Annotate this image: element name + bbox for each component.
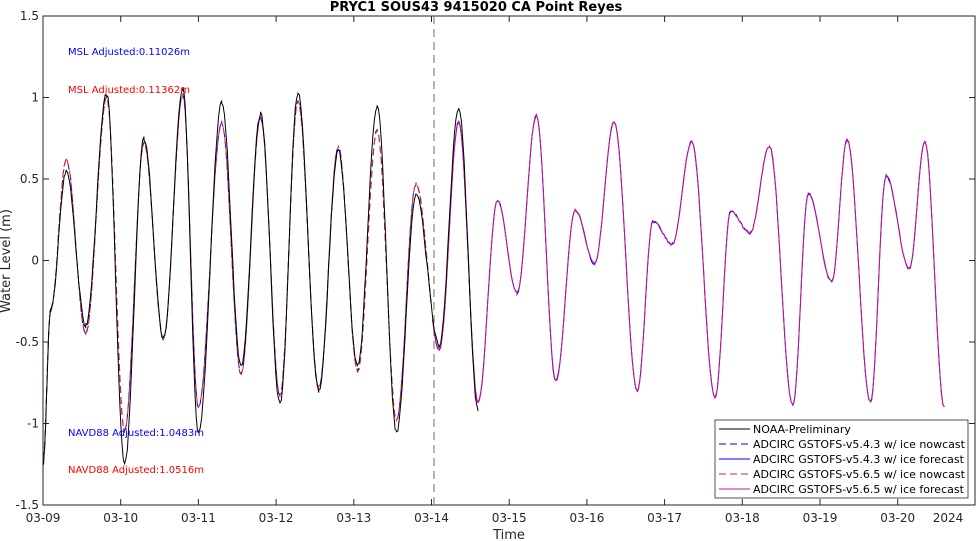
msl-annotation-blue: MSL Adjusted:0.11026m bbox=[68, 47, 190, 58]
x-axis-ticks: 03-09 03-10 03-11 03-12 03-13 03-14 03-15 03-16… bbox=[26, 16, 915, 525]
navd88-annotation-red: NAVD88 Adjusted:1.0516m bbox=[68, 465, 204, 476]
x-tick-label: 03-12 bbox=[259, 511, 294, 525]
x-tick-label: 03-15 bbox=[492, 511, 527, 525]
x-tick-label: 03-16 bbox=[569, 511, 604, 525]
legend-box bbox=[714, 419, 969, 499]
year-label: 2024 bbox=[933, 511, 964, 525]
chart-title: PRYC1 SOUS43 9415020 CA Point Reyes bbox=[330, 0, 623, 15]
series-line-4 bbox=[432, 112, 945, 408]
y-tick-label: -0.5 bbox=[16, 335, 39, 349]
x-tick-label: 03-18 bbox=[725, 511, 760, 525]
y-tick-label: -1.5 bbox=[16, 498, 39, 512]
navd88-annotation-blue: NAVD88 Adjusted:1.0483m bbox=[68, 428, 204, 439]
y-tick-label: 1.5 bbox=[20, 9, 39, 23]
y-tick-label: 0 bbox=[31, 254, 39, 268]
x-tick-label: 03-14 bbox=[414, 511, 449, 525]
x-tick-label: 03-17 bbox=[647, 511, 682, 525]
y-axis-ticks: 1.5 1 0.5 0 -0.5 -1 -1.5 bbox=[16, 9, 975, 512]
legend-label-noaa: NOAA-Preliminary bbox=[753, 423, 851, 436]
y-tick-label: -1 bbox=[27, 417, 39, 431]
legend-label-v565-nowcast: ADCIRC GSTOFS-v5.6.5 w/ ice nowcast bbox=[753, 468, 966, 481]
x-tick-label: 03-20 bbox=[880, 511, 915, 525]
series-line-0 bbox=[42, 86, 479, 466]
y-tick-label: 0.5 bbox=[20, 172, 39, 186]
series-layer bbox=[42, 86, 945, 466]
y-tick-label: 1 bbox=[31, 91, 39, 105]
legend: NOAA-Preliminary ADCIRC GSTOFS-v5.4.3 w/… bbox=[714, 419, 969, 499]
legend-label-v565-forecast: ADCIRC GSTOFS-v5.6.5 w/ ice forecast bbox=[753, 483, 965, 496]
msl-annotation-red: MSL Adjusted:0.11362m bbox=[68, 85, 190, 96]
series-line-3 bbox=[42, 93, 432, 459]
x-tick-label: 03-19 bbox=[803, 511, 838, 525]
legend-label-v543-nowcast: ADCIRC GSTOFS-v5.4.3 w/ ice nowcast bbox=[753, 438, 966, 451]
x-tick-label: 03-13 bbox=[336, 511, 371, 525]
x-tick-label: 03-10 bbox=[103, 511, 138, 525]
y-axis-title: Water Level (m) bbox=[0, 209, 14, 313]
legend-label-v543-forecast: ADCIRC GSTOFS-v5.4.3 w/ ice forecast bbox=[753, 453, 965, 466]
x-tick-label: 03-09 bbox=[26, 511, 61, 525]
x-tick-label: 03-11 bbox=[181, 511, 216, 525]
x-axis-title: Time bbox=[492, 528, 525, 541]
